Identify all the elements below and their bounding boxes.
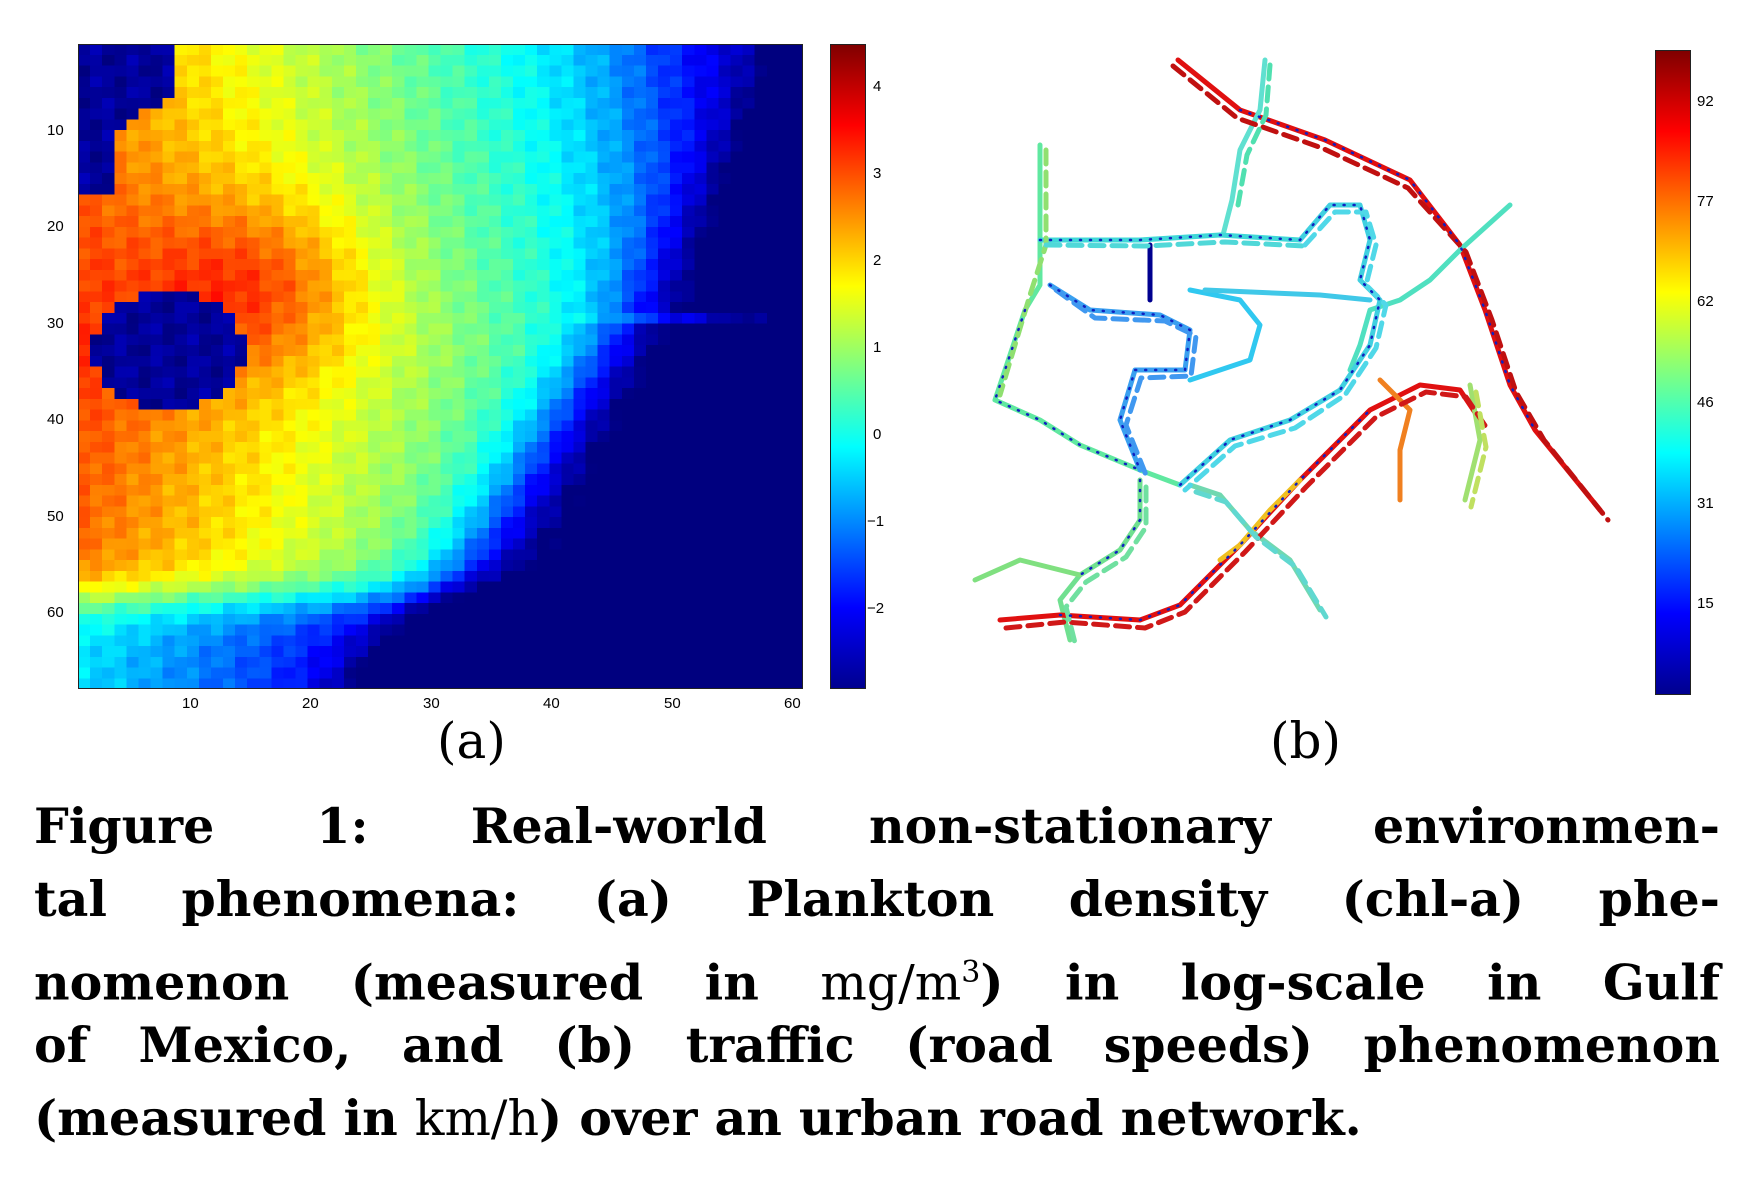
colorbar-b-tick: 77 xyxy=(1697,193,1714,210)
heatmap-y-tick: 20 xyxy=(47,218,64,235)
caption-line: nomenon (measured in mg/m3) in log-scale… xyxy=(34,936,1720,1012)
heatmap-y-tick: 50 xyxy=(47,508,64,525)
heatmap-x-tick: 50 xyxy=(664,695,681,712)
road-network-map xyxy=(972,57,1611,650)
road-lower-cross xyxy=(1187,482,1323,613)
road-right-diagonal xyxy=(1347,202,1513,373)
caption-line: tal phenomena: (a) Plankton density (chl… xyxy=(34,870,1720,928)
colorbar-b-tick: 62 xyxy=(1697,293,1714,310)
heatmap-y-tick: 60 xyxy=(47,604,64,621)
heatmap-x-tick: 10 xyxy=(182,695,199,712)
road-right-lower2 xyxy=(1377,377,1413,503)
colorbar-b-tick: 15 xyxy=(1697,595,1714,612)
road-top-segment xyxy=(1220,57,1268,238)
road-center-right xyxy=(1202,287,1373,303)
colorbar-b-tick: 31 xyxy=(1697,495,1714,512)
unit-mg-per-m3: mg/m xyxy=(820,954,962,1012)
caption-line: (measured in km/h) over an urban road ne… xyxy=(34,1082,1720,1155)
caption-text: ) in log-scale in Gulf xyxy=(980,953,1720,1012)
road-center xyxy=(1187,287,1263,383)
colorbar-b xyxy=(1655,50,1691,695)
heatmap-y-tick: 30 xyxy=(47,315,64,332)
road-far-left xyxy=(972,557,1083,583)
caption-line: of Mexico, and (b) traffic (road speeds)… xyxy=(34,1016,1720,1074)
heatmap-x-tick: 20 xyxy=(302,695,319,712)
figure-caption: Figure 1: Real-world non-stationary envi… xyxy=(34,790,1720,1155)
caption-text: nomenon (measured in xyxy=(34,953,821,1012)
plankton-density-heatmap xyxy=(78,44,803,689)
colorbar-a-tick: −2 xyxy=(867,600,885,617)
colorbar-b-tick: 92 xyxy=(1697,93,1714,110)
caption-text: (measured in xyxy=(34,1089,415,1147)
unit-km-per-h: km/h xyxy=(414,1090,540,1147)
colorbar-b-tick: 46 xyxy=(1697,394,1714,411)
subfigure-label-a: (a) xyxy=(437,712,506,770)
road-right-lower xyxy=(1462,382,1483,503)
colorbar-a-tick: 0 xyxy=(873,426,882,443)
caption-line: Figure 1: Real-world non-stationary envi… xyxy=(34,797,1720,855)
colorbar-a-tick: 1 xyxy=(873,339,882,356)
heatmap-x-tick: 60 xyxy=(784,695,801,712)
colorbar-a-tick: 2 xyxy=(873,252,882,269)
heatmap-x-tick: 30 xyxy=(423,695,440,712)
colorbar-a-tick: −1 xyxy=(867,513,885,530)
heatmap-y-tick: 40 xyxy=(47,411,64,428)
colorbar-a xyxy=(830,44,866,689)
heatmap-y-tick: 10 xyxy=(47,122,64,139)
subfigure-label-b: (b) xyxy=(1270,712,1342,770)
heatmap-x-tick: 40 xyxy=(543,695,560,712)
heatmap-frame xyxy=(78,44,803,689)
unit-exponent: 3 xyxy=(961,955,981,990)
colorbar-a-tick: 3 xyxy=(873,165,882,182)
road-left-loop xyxy=(992,142,1183,488)
colorbar-a-tick: 4 xyxy=(873,78,882,95)
caption-text: ) over an urban road network. xyxy=(539,1089,1362,1147)
